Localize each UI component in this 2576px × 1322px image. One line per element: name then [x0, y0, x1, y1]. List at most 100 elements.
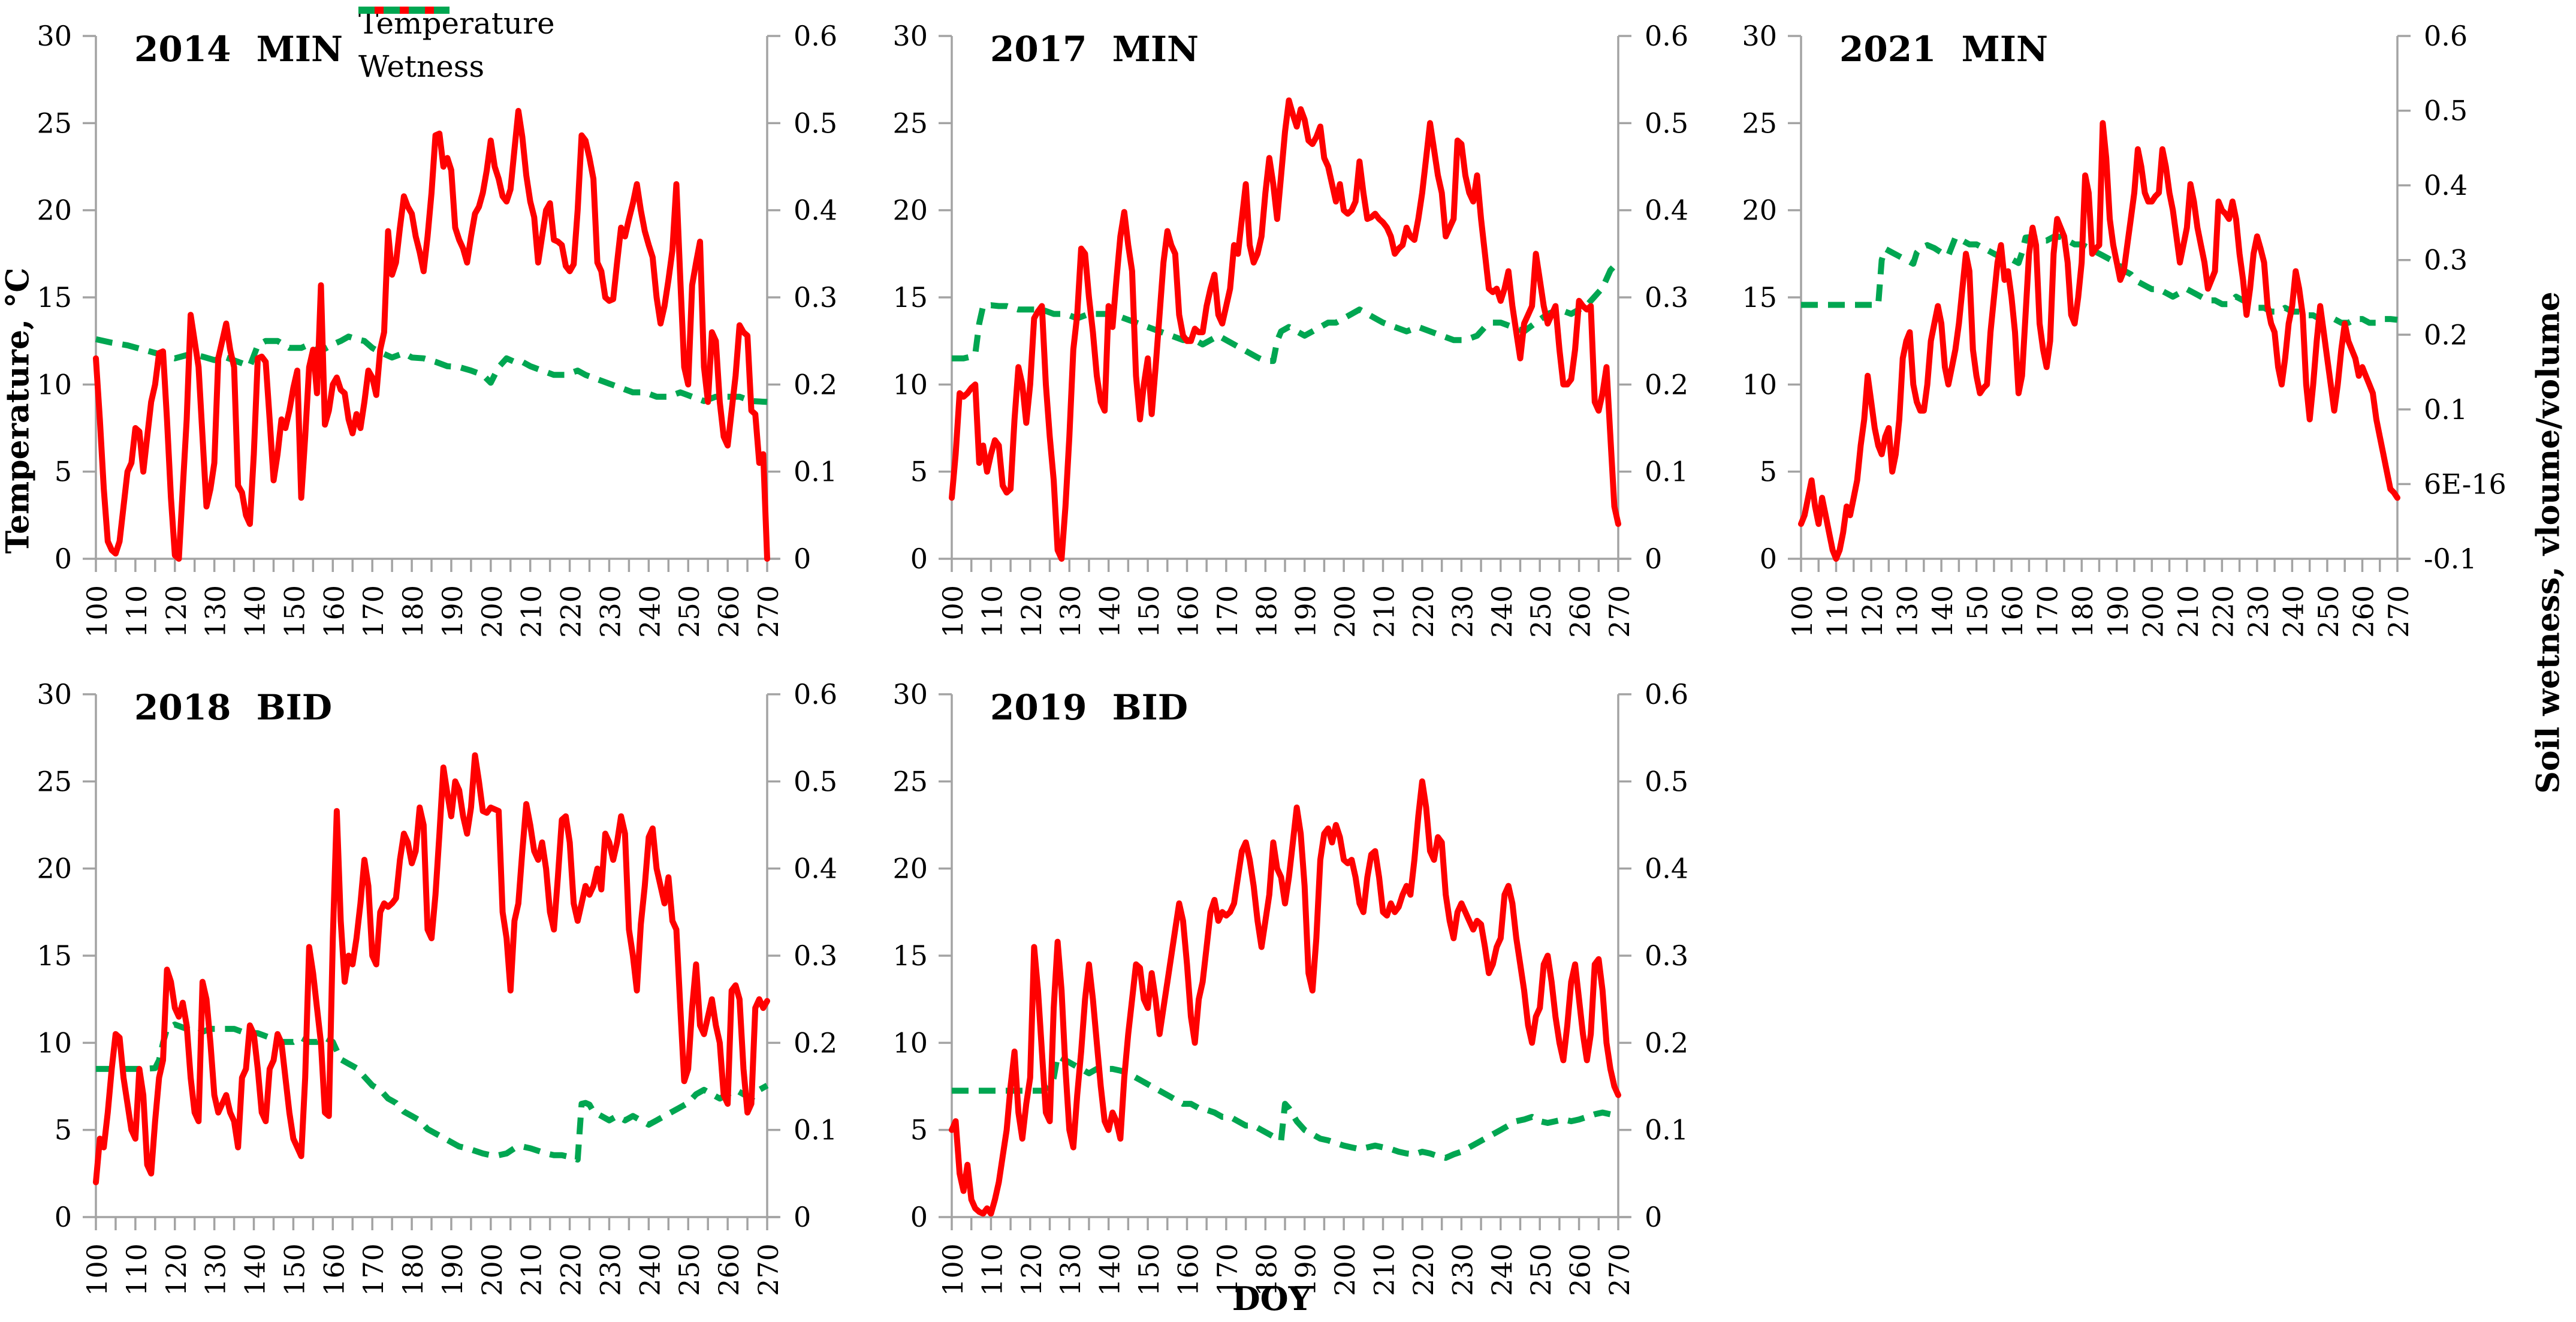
wetness-line [1801, 234, 2398, 326]
x-tick-label: 170 [357, 1243, 390, 1296]
x-tick-label: 130 [1054, 585, 1087, 638]
wetness-line [952, 1053, 1619, 1161]
y-axis-right: 0.6 0.5 0.4 0.3 0.2 0.1 6E-16 -0.1 [2397, 20, 2506, 575]
x-tick-label: 130 [1892, 585, 1924, 638]
y-right-tick-label: 0.6 [2424, 20, 2468, 52]
x-tick-label: 240 [1486, 585, 1518, 638]
y-axis-right: 0.6 0.5 0.4 0.3 0.2 0.1 0 [767, 678, 837, 1233]
x-tick-label: 200 [2137, 585, 2169, 638]
y-right-tick-label: 0.6 [794, 20, 837, 52]
x-tick-label: 180 [2067, 585, 2099, 638]
x-tick-label: 140 [239, 585, 272, 638]
chart-panel-2017-min: 0 5 10 15 20 25 30 0.6 0.5 0.4 0.3 0.2 0.1 0 100 110 120… [892, 20, 1688, 638]
x-tick-label: 270 [1603, 585, 1636, 638]
legend: Temperature Wetness [358, 6, 555, 84]
y-left-tick-label: 5 [910, 456, 928, 488]
x-tick-label: 260 [1564, 1243, 1597, 1296]
legend-item-wetness: Wetness [358, 7, 555, 84]
x-tick-label: 150 [278, 585, 310, 638]
x-tick-label: 190 [436, 1243, 469, 1296]
y-left-tick-label: 10 [892, 368, 928, 400]
x-tick-label: 210 [1368, 1243, 1401, 1296]
y-left-tick-label: 30 [1742, 20, 1777, 52]
x-tick-label: 170 [1211, 585, 1244, 638]
x-tick-label: 160 [1172, 585, 1204, 638]
y-right-tick-label: 0.6 [1645, 20, 1688, 52]
x-tick-label: 100 [81, 585, 113, 638]
y-right-tick-label: 0.5 [794, 107, 837, 139]
y-right-tick-label: 0.5 [2424, 95, 2468, 127]
x-axis: 100 110 120 130 140 150 160 170 180 190 200 210 220 2… [937, 559, 1636, 638]
x-tick-label: 150 [1133, 1243, 1165, 1296]
x-tick-label: 100 [937, 1243, 969, 1296]
y-right-tick-label: 0.3 [794, 939, 837, 972]
y-left-tick-label: 25 [37, 107, 72, 139]
x-tick-label: 140 [1926, 585, 1959, 638]
panel-title: 2014 MIN [134, 29, 343, 70]
y-right-tick-label: 0.4 [1645, 853, 1688, 885]
y-right-tick-label: -0.1 [2424, 543, 2477, 575]
y-right-tick-label: 0.2 [1645, 1026, 1688, 1059]
x-tick-label: 130 [200, 1243, 232, 1296]
y-left-tick-label: 15 [37, 281, 72, 314]
y-left-tick-label: 30 [37, 678, 72, 710]
right-axis-title: Soil wetness, vloume/volume [2530, 291, 2567, 794]
y-axis-right: 0.6 0.5 0.4 0.3 0.2 0.1 0 [1618, 678, 1688, 1233]
y-right-tick-label: 0.4 [794, 853, 837, 885]
y-left-tick-label: 25 [892, 107, 928, 139]
y-left-tick-label: 15 [892, 281, 928, 314]
y-left-tick-label: 10 [892, 1026, 928, 1059]
x-tick-label: 260 [1564, 585, 1597, 638]
wetness-line-icon [358, 7, 450, 14]
wetness-line [96, 1021, 769, 1163]
y-left-tick-label: 0 [1760, 543, 1777, 575]
x-tick-label: 180 [1250, 1243, 1283, 1296]
x-tick-label: 250 [1525, 585, 1557, 638]
y-left-tick-label: 10 [1742, 368, 1777, 400]
x-tick-label: 270 [2382, 585, 2415, 638]
x-tick-label: 180 [1250, 585, 1283, 638]
panel-title: 2017 MIN [990, 29, 1199, 70]
x-tick-label: 210 [2172, 585, 2204, 638]
x-tick-label: 180 [397, 1243, 429, 1296]
x-axis: 100 110 120 130 140 150 160 170 180 190 200 210 220 2… [937, 1217, 1636, 1296]
y-left-tick-label: 0 [55, 543, 72, 575]
x-tick-label: 230 [594, 1243, 626, 1296]
x-tick-label: 230 [1446, 1243, 1479, 1296]
y-left-tick-label: 15 [1742, 281, 1777, 314]
x-tick-label: 200 [476, 585, 508, 638]
y-right-tick-label: 6E-16 [2424, 468, 2506, 500]
x-tick-label: 190 [1290, 1243, 1322, 1296]
axes [951, 694, 1630, 1218]
y-right-tick-label: 0.1 [794, 456, 837, 488]
panel-title: 2018 BID [134, 687, 332, 728]
y-left-tick-label: 10 [37, 1026, 72, 1059]
x-axis: 100 110 120 130 140 150 160 170 180 190 200 210 220 2… [81, 559, 785, 638]
x-tick-label: 190 [2102, 585, 2134, 638]
y-left-tick-label: 15 [892, 939, 928, 972]
x-tick-label: 160 [1172, 1243, 1204, 1296]
chart-panel-2018-bid: 0 5 10 15 20 25 30 0.6 0.5 0.4 0.3 0.2 0.1 0 100 110 120… [37, 678, 837, 1296]
y-left-tick-label: 20 [892, 853, 928, 885]
x-tick-label: 220 [1407, 1243, 1440, 1296]
axes [95, 36, 779, 560]
x-tick-label: 100 [1786, 585, 1818, 638]
y-right-tick-label: 0.5 [1645, 765, 1688, 797]
x-tick-label: 220 [1407, 585, 1440, 638]
x-tick-label: 260 [713, 1243, 745, 1296]
x-tick-label: 200 [1329, 585, 1361, 638]
x-tick-label: 120 [160, 1243, 192, 1296]
y-right-tick-label: 0.6 [1645, 678, 1688, 710]
y-left-tick-label: 25 [1742, 107, 1777, 139]
y-left-tick-label: 5 [1760, 456, 1777, 488]
x-tick-label: 190 [1290, 585, 1322, 638]
wetness-line [95, 333, 768, 405]
x-axis: 100 110 120 130 140 150 160 170 180 190 200 210 220 2… [1786, 559, 2415, 638]
x-tick-label: 210 [515, 585, 548, 638]
panel-title: 2021 MIN [1839, 29, 2048, 70]
y-left-tick-label: 10 [37, 368, 72, 400]
y-right-tick-label: 0.6 [794, 678, 837, 710]
y-left-tick-label: 5 [910, 1114, 928, 1146]
x-tick-label: 270 [752, 1243, 785, 1296]
x-tick-label: 230 [1446, 585, 1479, 638]
